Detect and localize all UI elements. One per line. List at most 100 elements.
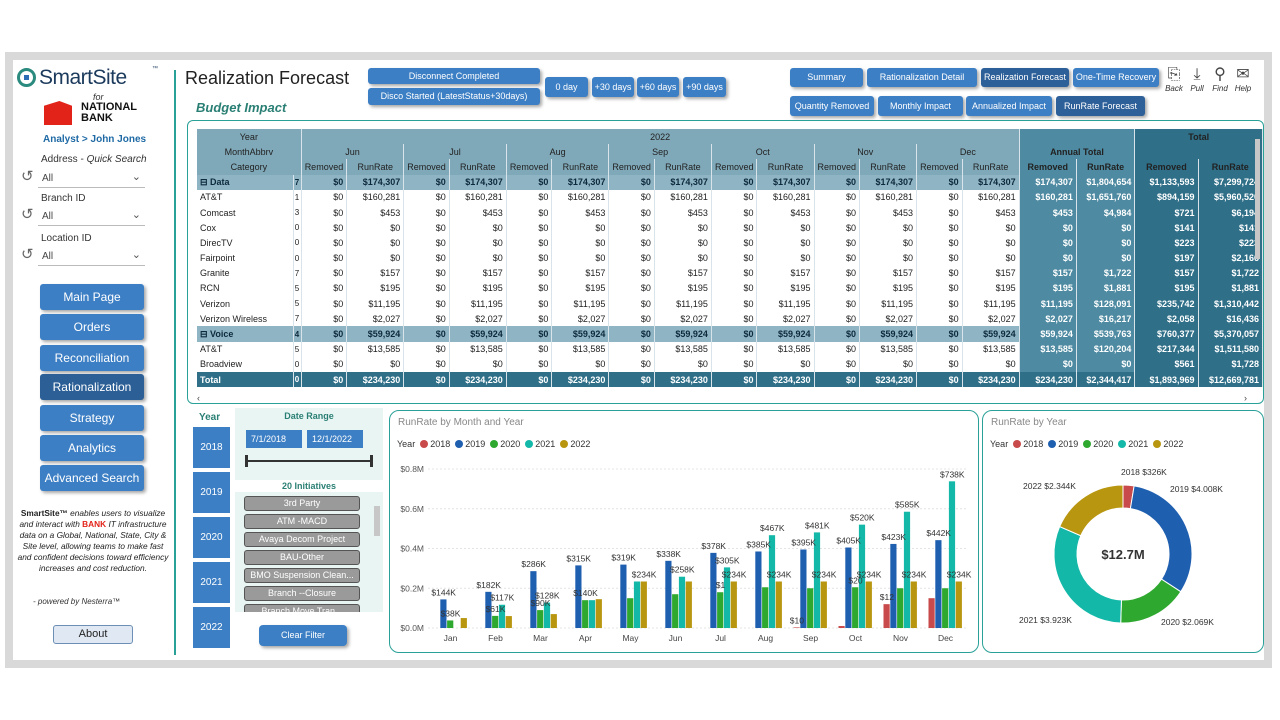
- header-runrate: RunRate: [551, 159, 610, 175]
- zero-day-button[interactable]: 0 day: [545, 77, 588, 97]
- removed-cell: $0: [301, 250, 348, 266]
- find-button[interactable]: ⚲ Find: [1209, 66, 1231, 93]
- section-title: Budget Impact: [196, 100, 287, 115]
- donut-slice-2022: [1059, 484, 1124, 537]
- removed-cell: $0: [711, 220, 758, 236]
- legend-item[interactable]: 2018: [430, 439, 451, 449]
- legend-item[interactable]: 2021: [1128, 439, 1149, 449]
- bar-2019: [935, 540, 942, 628]
- year-option-2020[interactable]: 2020: [193, 517, 230, 558]
- runrate-cell: $160,281: [962, 189, 1020, 205]
- disco-started-button[interactable]: Disco Started (LatestStatus+30days): [368, 88, 540, 105]
- table-horizontal-scrollbar[interactable]: ‹ ›: [197, 393, 1247, 403]
- pull-button[interactable]: ⤓ Pull: [1186, 66, 1208, 93]
- table-vertical-scrollbar[interactable]: [1254, 129, 1261, 389]
- clear-filter-button[interactable]: Clear Filter: [259, 625, 347, 646]
- initiative-item[interactable]: ATM -MACD: [244, 514, 360, 529]
- data-label: $10: [790, 615, 804, 625]
- initiative-item[interactable]: Branch --Closure: [244, 586, 360, 601]
- removed-cell: $0: [814, 296, 861, 312]
- table-group-row[interactable]: ⊟ Data 7 $0 $174,307 $0 $174,307 $0 $174,307 $0 $…: [197, 174, 1263, 190]
- sidebar-divider: [174, 70, 176, 655]
- header-year-label: Year: [197, 129, 302, 145]
- year-option-2018[interactable]: 2018: [193, 427, 230, 468]
- date-range-slider[interactable]: [245, 455, 373, 467]
- initiative-item[interactable]: Avaya Decom Project: [244, 532, 360, 547]
- nav-main-page[interactable]: Main Page: [40, 284, 144, 310]
- reset-icon[interactable]: ↺: [21, 168, 34, 185]
- year-option-2022[interactable]: 2022: [193, 607, 230, 648]
- nav-rationalization[interactable]: Rationalization: [40, 374, 144, 400]
- scrollbar-thumb[interactable]: [1255, 139, 1260, 259]
- initiative-item[interactable]: BMO Suspension Clean...: [244, 568, 360, 583]
- initiative-item[interactable]: 3rd Party: [244, 496, 360, 511]
- plus-60-days-button[interactable]: +60 days: [637, 77, 679, 97]
- monthly-impact-button[interactable]: Monthly Impact: [878, 96, 963, 116]
- one-time-recovery-button[interactable]: One-Time Recovery: [1073, 68, 1159, 87]
- total-runrate-cell: $5,370,057: [1198, 326, 1263, 342]
- nav-advanced-search[interactable]: Advanced Search: [40, 465, 144, 491]
- legend-item[interactable]: 2020: [1093, 439, 1114, 449]
- legend-item[interactable]: 2019: [465, 439, 486, 449]
- legend-item[interactable]: 2018: [1023, 439, 1044, 449]
- scrollbar-thumb[interactable]: [374, 506, 380, 536]
- summary-button[interactable]: Summary: [790, 68, 863, 87]
- bar-2022: [775, 581, 782, 628]
- data-label: $234K: [902, 569, 927, 579]
- year-option-2019[interactable]: 2019: [193, 472, 230, 513]
- nav-analytics[interactable]: Analytics: [40, 435, 144, 461]
- about-button[interactable]: About: [53, 625, 133, 644]
- initiative-item[interactable]: BAU-Other: [244, 550, 360, 565]
- disconnect-completed-button[interactable]: Disconnect Completed: [368, 68, 540, 84]
- removed-cell: $0: [403, 372, 450, 388]
- legend-item[interactable]: 2020: [500, 439, 521, 449]
- total-runrate-cell: $1,722: [1198, 265, 1263, 281]
- nav-reconciliation[interactable]: Reconciliation: [40, 345, 144, 371]
- end-date-input[interactable]: 12/1/2022: [307, 430, 363, 448]
- runrate-cell: $11,195: [449, 296, 507, 312]
- plus-30-days-button[interactable]: +30 days: [592, 77, 634, 97]
- location-id-dropdown[interactable]: All ⌄: [38, 246, 145, 266]
- count-cell: 5: [293, 341, 302, 357]
- year-option-2021[interactable]: 2021: [193, 562, 230, 603]
- branch-id-dropdown[interactable]: All ⌄: [38, 206, 145, 226]
- runrate-cell: $11,195: [346, 296, 405, 312]
- legend-item[interactable]: 2021: [535, 439, 556, 449]
- realization-forecast-button[interactable]: Realization Forecast: [981, 68, 1069, 87]
- legend-item[interactable]: 2022: [570, 439, 591, 449]
- rationalization-detail-button[interactable]: Rationalization Detail: [867, 68, 977, 87]
- annual-runrate-cell: $4,984: [1076, 204, 1136, 221]
- data-label: $738K: [940, 469, 965, 479]
- bar-2019: [620, 564, 627, 628]
- quantity-removed-button[interactable]: Quantity Removed: [790, 96, 874, 116]
- runrate-cell: $13,585: [346, 341, 405, 357]
- address-dropdown[interactable]: All ⌄: [38, 168, 145, 188]
- back-button[interactable]: ⎘ Back: [1163, 66, 1185, 93]
- scroll-right-icon[interactable]: ›: [1244, 393, 1247, 403]
- scroll-left-icon[interactable]: ‹: [197, 393, 200, 403]
- runrate-cell: $11,195: [962, 296, 1020, 312]
- initiative-item[interactable]: Branch Move Tran...: [244, 604, 360, 612]
- runrate-cell: $59,924: [859, 326, 918, 342]
- runrate-forecast-button[interactable]: RunRate Forecast: [1056, 96, 1145, 116]
- annualized-impact-button[interactable]: Annualized Impact: [966, 96, 1052, 116]
- initiatives-scrollbar[interactable]: [372, 492, 382, 612]
- runrate-cell: $11,195: [756, 296, 815, 312]
- nav-orders[interactable]: Orders: [40, 314, 144, 340]
- table-group-row[interactable]: ⊟ Voice 4 $0 $59,924 $0 $59,924 $0 $59,924 $0 $59…: [197, 326, 1263, 342]
- runrate-cell: $157: [346, 265, 405, 281]
- annual-removed-cell: $0: [1019, 235, 1077, 251]
- x-tick-label: Nov: [893, 633, 909, 643]
- category-cell: Broadview: [197, 356, 294, 372]
- legend-swatch: [1083, 440, 1092, 448]
- reset-icon[interactable]: ↺: [21, 206, 34, 223]
- plus-90-days-button[interactable]: +90 days: [683, 77, 726, 97]
- start-date-input[interactable]: 7/1/2018: [246, 430, 302, 448]
- reset-icon[interactable]: ↺: [21, 246, 34, 263]
- nav-strategy[interactable]: Strategy: [40, 405, 144, 431]
- annual-removed-cell: $174,307: [1019, 174, 1077, 190]
- legend-item[interactable]: 2022: [1163, 439, 1184, 449]
- help-button[interactable]: ✉ Help: [1232, 66, 1254, 93]
- legend-item[interactable]: 2019: [1058, 439, 1079, 449]
- count-cell: 3: [293, 204, 302, 221]
